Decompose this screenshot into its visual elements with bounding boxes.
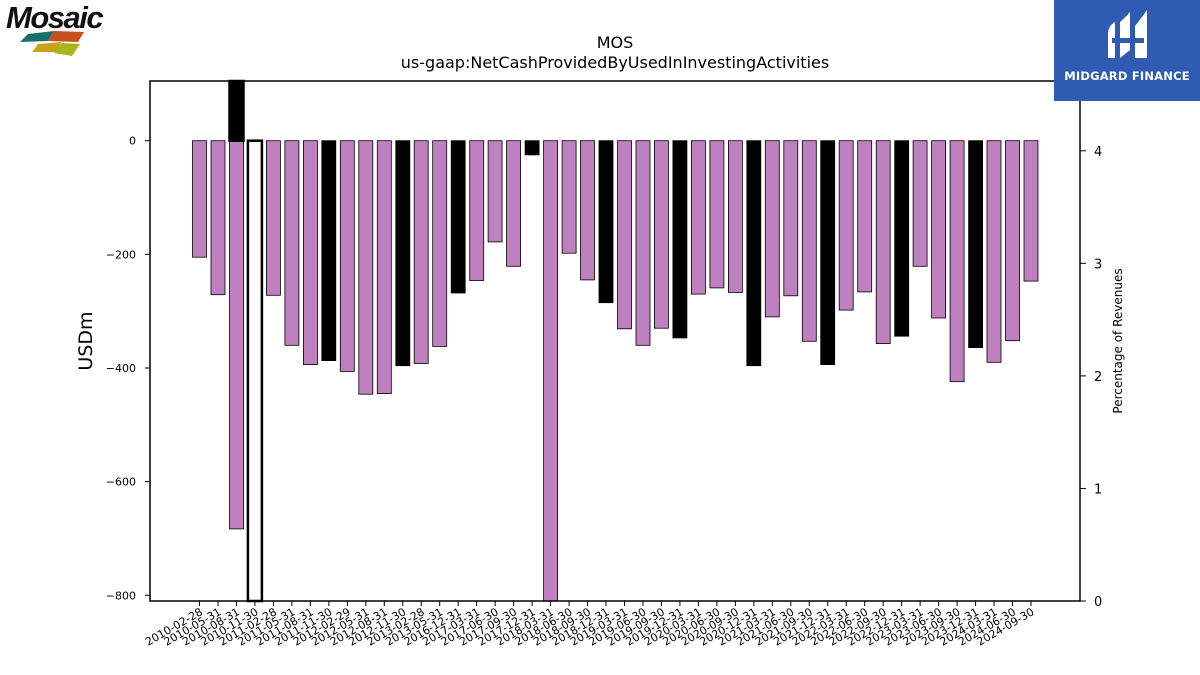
bar [968, 140, 983, 348]
mosaic-logo-text: Mosaic [6, 0, 104, 35]
y-tick-label: −800 [106, 589, 136, 602]
bar [820, 140, 836, 365]
chart-subtitle: us-gaap:NetCashProvidedByUsedInInvesting… [401, 53, 829, 72]
bar [395, 140, 411, 367]
bar [265, 140, 281, 296]
y-tick-label: −200 [106, 248, 136, 261]
y-tick-label: −400 [106, 362, 136, 375]
bar [746, 140, 762, 367]
bar [1005, 140, 1020, 342]
y-tick-label: 0 [129, 135, 136, 148]
bar [487, 140, 503, 243]
bar [857, 140, 873, 293]
y2-tick-label: 3 [1094, 257, 1102, 272]
outlier-bar [246, 139, 264, 603]
bar [672, 140, 688, 339]
bar-series [192, 140, 1039, 602]
bar [783, 140, 799, 297]
bar [229, 140, 244, 530]
bar [321, 140, 337, 361]
midgard-emblem-icon [1108, 10, 1147, 58]
y-tick-label: −600 [106, 476, 136, 489]
bar [432, 140, 448, 347]
outlier-bar [228, 79, 245, 142]
bar [801, 140, 817, 342]
bar [376, 140, 392, 394]
bar [764, 140, 780, 318]
plot-frame [149, 80, 1081, 602]
bar [598, 140, 614, 304]
bar [284, 140, 300, 346]
bar [210, 140, 226, 296]
bar [617, 140, 632, 330]
bar [580, 140, 595, 281]
bar [986, 140, 1002, 363]
bar [691, 140, 706, 295]
y2-tick-label: 2 [1094, 370, 1102, 385]
bar [949, 140, 965, 383]
bar [413, 140, 429, 364]
y2-tick-label: 1 [1094, 482, 1102, 497]
bar [339, 140, 355, 372]
bar [302, 140, 318, 365]
bar [543, 140, 558, 602]
y2-tick-label: 0 [1094, 595, 1102, 610]
bar [838, 140, 854, 311]
bar [635, 140, 651, 346]
bar [875, 140, 891, 344]
bar [469, 140, 485, 281]
bar [524, 140, 540, 156]
bar [1023, 140, 1039, 282]
y-axis-label: USDm [75, 311, 97, 370]
chart-title: MOS [597, 33, 634, 52]
mosaic-logo: Mosaic [4, 0, 128, 62]
y-axis-right: 0 1 2 3 4 [1080, 145, 1102, 610]
bar [358, 140, 374, 395]
bar [931, 140, 946, 319]
bar [709, 140, 725, 289]
midgard-finance-logo: MIDGARD FINANCE [1054, 0, 1200, 101]
y-axis-left: 0 −200 −400 −600 −800 [106, 135, 150, 602]
y2-tick-label: 4 [1094, 145, 1102, 160]
bar [894, 140, 910, 337]
bar [192, 140, 207, 258]
bar [654, 140, 669, 329]
bar [506, 140, 522, 267]
x-axis: 2010-02-282010-05-312010-08-312010-11-30… [143, 601, 1037, 649]
mosaic-tiles-icon [20, 31, 84, 56]
y2-axis-label: Percentage of Revenues [1111, 268, 1125, 413]
bar [912, 140, 928, 267]
bar [561, 140, 577, 254]
bar [728, 140, 743, 293]
bar [450, 140, 466, 294]
midgard-logo-text: MIDGARD FINANCE [1064, 69, 1190, 83]
